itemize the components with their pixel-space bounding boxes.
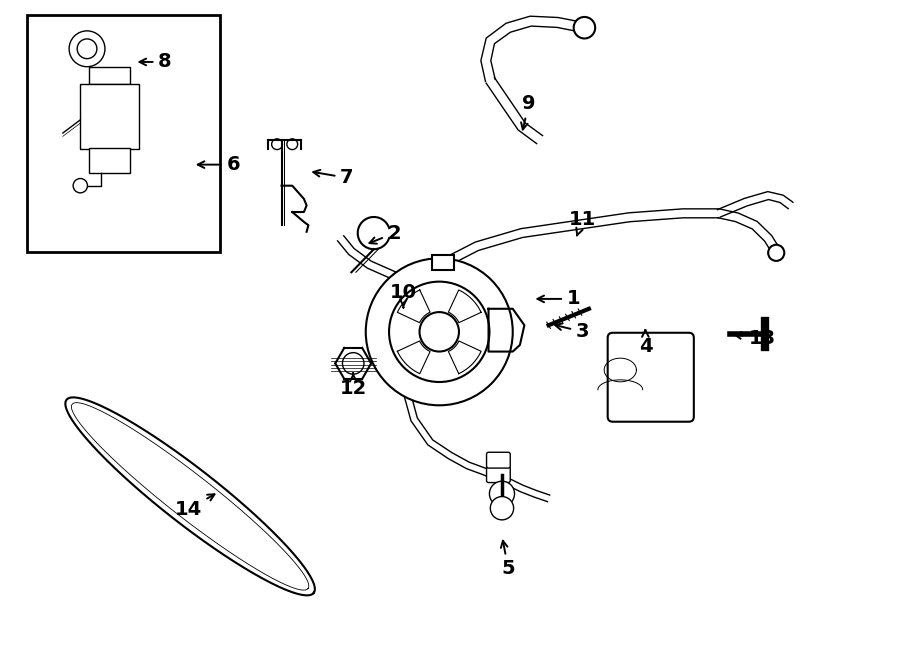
Circle shape (491, 496, 514, 520)
Circle shape (69, 31, 105, 67)
FancyBboxPatch shape (487, 467, 510, 483)
Text: 3: 3 (555, 323, 590, 341)
Text: 5: 5 (501, 541, 515, 578)
Text: 4: 4 (639, 330, 652, 356)
Text: 11: 11 (569, 210, 597, 235)
Bar (432, 255, 454, 270)
Bar (80, 84, 139, 149)
FancyBboxPatch shape (487, 452, 510, 468)
Bar (27, 15, 220, 252)
Circle shape (419, 312, 459, 352)
Text: 1: 1 (537, 290, 580, 309)
Text: 9: 9 (521, 94, 535, 130)
Text: 14: 14 (175, 494, 214, 519)
Text: 7: 7 (313, 169, 354, 187)
Bar (89, 147, 130, 173)
Text: 2: 2 (370, 223, 401, 244)
Text: 13: 13 (734, 329, 776, 348)
FancyBboxPatch shape (608, 332, 694, 422)
Text: 8: 8 (140, 52, 172, 71)
Text: 6: 6 (198, 155, 240, 174)
Text: 12: 12 (339, 373, 367, 398)
Circle shape (389, 282, 490, 382)
Circle shape (573, 17, 595, 38)
Circle shape (769, 245, 784, 261)
Circle shape (73, 178, 87, 193)
Circle shape (490, 481, 515, 506)
Circle shape (365, 258, 513, 405)
Text: 10: 10 (390, 283, 417, 307)
Bar (89, 67, 130, 84)
